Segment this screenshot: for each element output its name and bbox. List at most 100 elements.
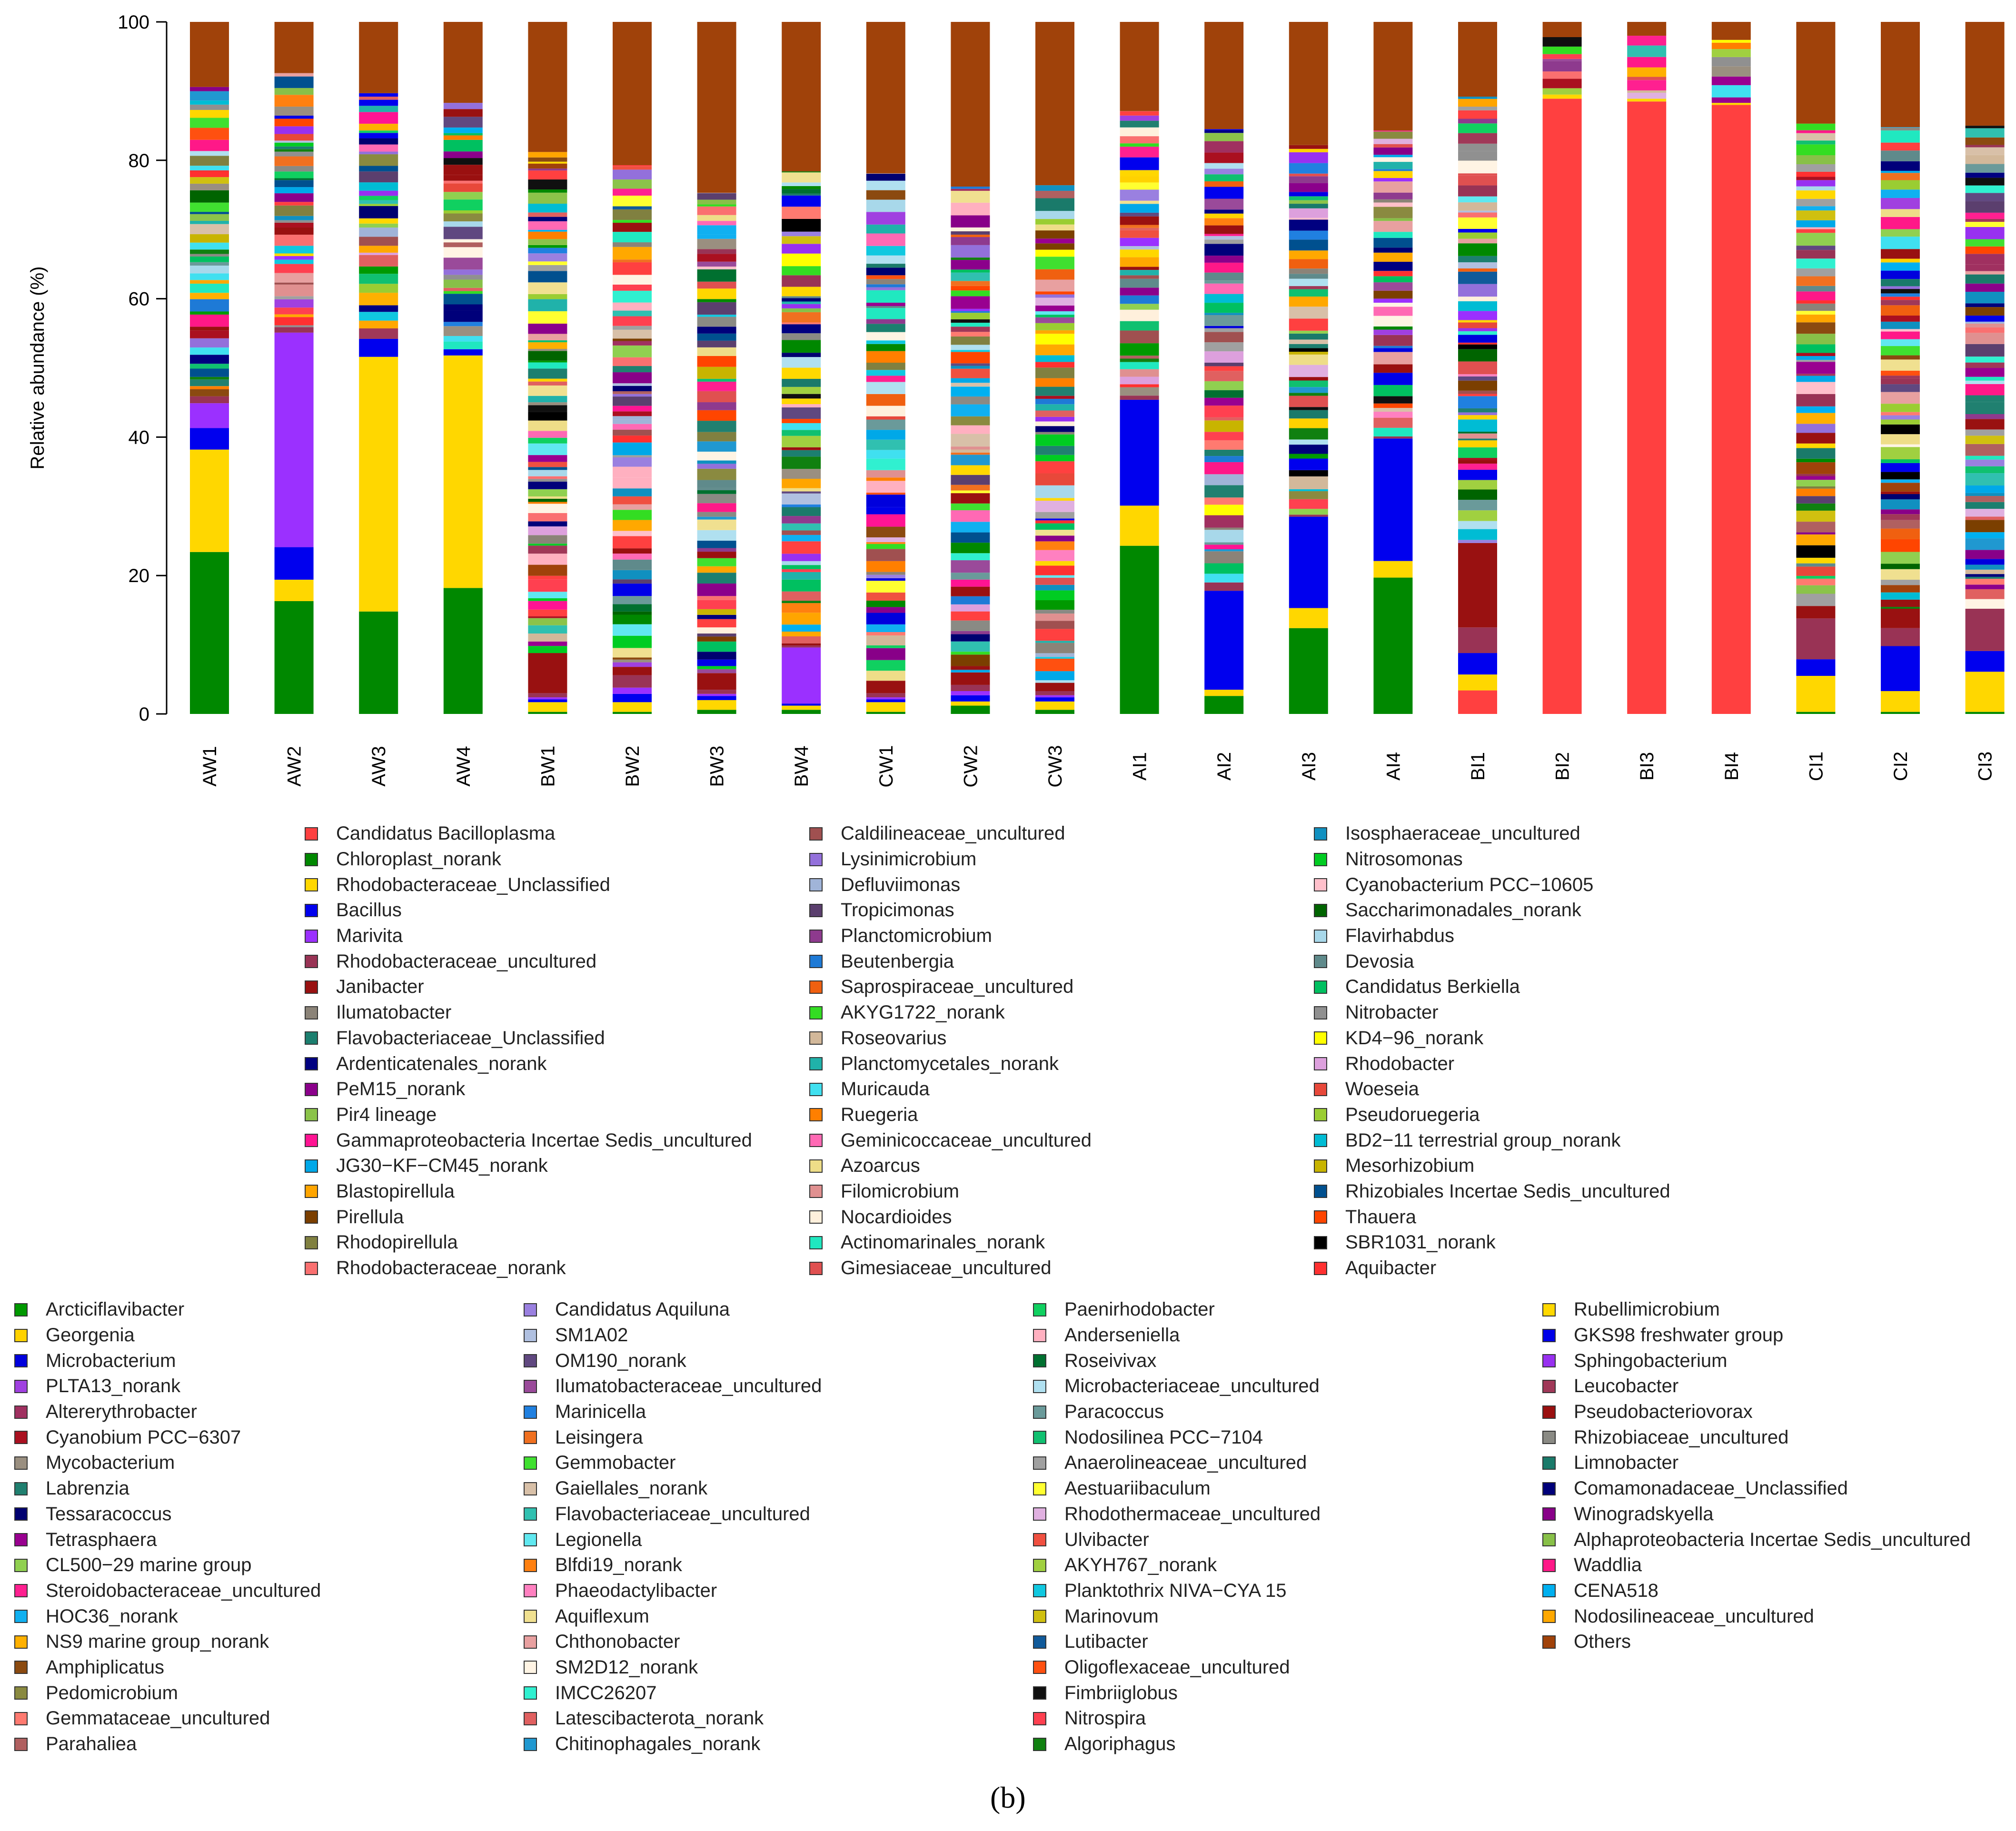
legend-item: Defluviimonas [809,872,1314,898]
y-tick-label: 60 [129,289,150,310]
bar-segment-minor [1035,518,1074,521]
bar-segment-minor [274,95,314,107]
bar-segment-minor [951,560,990,573]
legend-swatch [305,1006,318,1019]
legend-label: Defluviimonas [841,874,961,895]
legend-label: OM190_norank [555,1350,686,1371]
legend-swatch [305,1159,318,1173]
bar-segment [443,349,483,356]
bar-segment-minor [697,261,736,267]
bar-segment-minor [1373,352,1413,365]
bar-segment-minor [1458,408,1497,413]
legend-item: Anaerolineaceae_uncultured [1033,1450,1542,1476]
legend-label: Rhizobiaceae_uncultured [1574,1426,1789,1448]
bar-segment-minor [190,254,229,257]
bar-segment-minor [528,564,567,576]
bar-segment-minor [1458,470,1497,480]
legend-label: BD2−11 terrestrial group_norank [1345,1129,1621,1151]
legend-item: Pseudoruegeria [1314,1102,1742,1128]
legend-item: Marinovum [1033,1603,1542,1629]
legend-swatch [14,1354,28,1368]
legend-item: Nodosilineaceae_uncultured [1542,1603,2014,1629]
bar-segment-minor [274,253,314,257]
bar-segment-minor [190,190,229,203]
bar-segment-minor [1796,276,1836,286]
bar-segment-minor [951,446,990,450]
legend-swatch [809,1185,823,1198]
bar-segment-minor [613,206,652,209]
legend-label: Marivita [336,925,403,947]
bar-segment-minor [866,578,905,581]
bar-segment-minor [866,264,905,268]
bar-segment-minor [697,441,736,452]
bar-segment [1035,683,1074,692]
bar-segment-others [1289,22,1328,145]
bar-segment [274,579,314,601]
legend-label: GKS98 freshwater group [1574,1325,1784,1346]
bar-segment-minor [443,183,483,192]
legend-item: Isosphaeraceae_uncultured [1314,821,1742,847]
bar-segment-minor [1373,408,1413,412]
legend-label: Gaiellales_norank [555,1478,708,1499]
bar-segment-minor [697,269,736,282]
bar-segment-minor [1289,204,1328,208]
bar-segment-minor [1289,470,1328,476]
bar-segment-minor [1796,534,1836,545]
bar-segment-minor [1120,309,1159,321]
bar-segment-minor [1120,267,1159,270]
bar-segment-minor [782,523,821,531]
legend-swatch [1542,1379,1556,1393]
bar-segment-minor [1796,563,1836,567]
bar-segment-minor [359,97,398,100]
legend-label: Bacillus [336,900,402,921]
bar-segment-minor [274,156,314,166]
legend-label: Devosia [1345,950,1414,972]
bar-segment-minor [528,618,567,625]
bar-segment-minor [1035,657,1074,659]
bar-segment-minor [1204,209,1244,214]
bar-segment-minor [1881,161,1920,171]
bar-segment-minor [613,504,652,510]
legend-swatch [524,1456,537,1470]
bar-segment-minor [443,291,483,294]
bar-segment-minor [951,604,990,612]
bar-segment-minor [613,394,652,397]
bar-segment-minor [866,549,905,561]
legend-label: Latescibacterota_norank [555,1708,764,1729]
bar-segment-minor [613,310,652,317]
bar-segment-minor [1035,211,1074,219]
legend-label: Aquibacter [1345,1257,1437,1279]
legend-swatch [524,1737,537,1751]
bar-segment-minor [697,378,736,382]
bar-segment-minor [866,601,905,607]
bar-segment-minor [1204,420,1244,432]
bar-segment-minor [782,591,821,601]
legend-label: Rubellimicrobium [1574,1299,1720,1320]
bar-segment-minor [1965,574,2005,577]
legend-item: Cyanobium PCC−6307 [14,1425,524,1450]
bar-segment-minor [1796,496,1836,504]
bar-segment-minor [359,200,398,204]
bar-segment-minor [613,345,652,357]
legend-item: Marinicella [524,1399,1033,1425]
legend-swatch [1542,1303,1556,1316]
bar-segment-minor [1542,79,1582,89]
bar-segment-minor [1881,404,1920,412]
bar-segment-minor [443,322,483,327]
bar-segment-minor [443,239,483,243]
x-tick-label: BI1 [1468,752,1489,781]
bar-segment-minor [528,179,567,190]
x-tick-label: CW2 [960,745,981,788]
legend-item: Lysinimicrobium [809,847,1314,872]
bar-segment-minor [190,283,229,293]
bar-segment-minor [1881,286,1920,289]
bar-segment-minor [190,273,229,280]
bar-segment [866,697,905,700]
bar-segment [1796,712,1836,714]
bar-segment [1881,712,1920,714]
bar-segment-minor [951,620,990,631]
legend-label: Cyanobacterium PCC−10605 [1345,874,1594,895]
bar-segment-minor [1458,540,1497,543]
legend-swatch [809,878,823,892]
legend-label: Winogradskyella [1574,1503,1714,1524]
